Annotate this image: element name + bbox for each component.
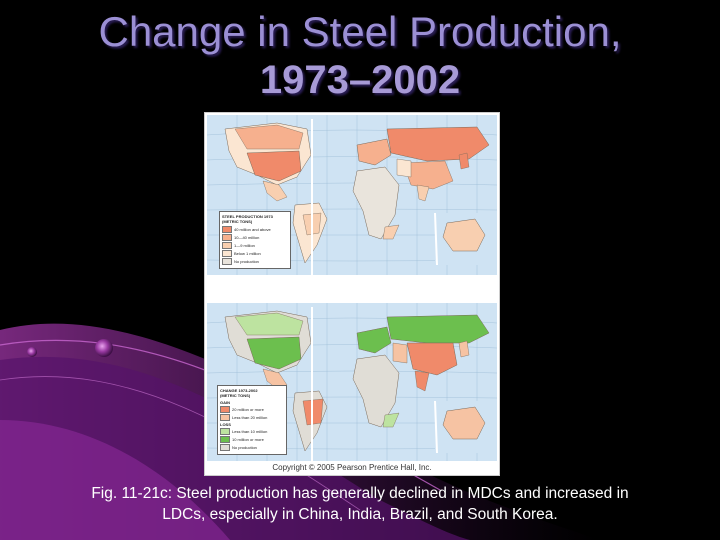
legend-swatch	[222, 250, 232, 257]
legend-1973-item: 40 million and above	[222, 226, 288, 233]
slide-title: Change in Steel Production, 1973–2002	[40, 8, 680, 104]
caption-line-1: Fig. 11-21c: Steel production has genera…	[91, 485, 629, 502]
legend-label: Less than 20 million	[232, 415, 268, 420]
legend-change-item: 20 million or more	[220, 406, 284, 413]
legend-label: Less than 10 million	[232, 429, 268, 434]
legend-label: 1—9 million	[234, 243, 255, 248]
legend-swatch	[220, 436, 230, 443]
legend-change: CHANGE 1973-2002 (METRIC TONS) GAIN 20 m…	[217, 385, 287, 455]
legend-label: Below 1 million	[234, 251, 261, 256]
legend-1973-item: Below 1 million	[222, 250, 288, 257]
legend-change-item: Less than 10 million	[220, 428, 284, 435]
decorative-orb	[95, 339, 113, 357]
legend-label: 20 million or more	[232, 407, 264, 412]
legend-change-title: CHANGE 1973-2002	[220, 388, 258, 393]
title-line-1: Change in Steel Production,	[98, 8, 622, 55]
legend-swatch	[220, 444, 230, 451]
legend-label: No production	[234, 259, 259, 264]
legend-swatch	[222, 226, 232, 233]
legend-gain-heading: GAIN	[220, 400, 230, 405]
caption-line-2: LDCs, especially in China, India, Brazil…	[162, 506, 558, 523]
figure-caption: Fig. 11-21c: Steel production has genera…	[40, 483, 680, 525]
legend-1973-item: 10—40 million	[222, 234, 288, 241]
legend-change-item: 10 million or more	[220, 436, 284, 443]
map-figure: STEEL PRODUCTION 1973 (METRIC TONS) 40 m…	[204, 112, 500, 476]
legend-swatch	[220, 406, 230, 413]
decorative-orb-small	[27, 347, 37, 357]
legend-label: 10—40 million	[234, 235, 260, 240]
title-line-2: 1973–2002	[259, 58, 461, 102]
legend-label: 10 million or more	[232, 437, 264, 442]
legend-label: No production	[232, 445, 257, 450]
legend-swatch	[220, 414, 230, 421]
legend-label: 40 million and above	[234, 227, 271, 232]
legend-change-item: Less than 20 million	[220, 414, 284, 421]
legend-swatch	[222, 234, 232, 241]
legend-change-subtitle: (METRIC TONS)	[220, 393, 251, 398]
legend-swatch	[220, 428, 230, 435]
legend-swatch	[222, 258, 232, 265]
legend-1973-subtitle: (METRIC TONS)	[222, 219, 253, 224]
legend-loss-heading: LOSS	[220, 422, 231, 427]
legend-swatch	[222, 242, 232, 249]
legend-1973-item: 1—9 million	[222, 242, 288, 249]
legend-1973-item: No production	[222, 258, 288, 265]
legend-1973: STEEL PRODUCTION 1973 (METRIC TONS) 40 m…	[219, 211, 291, 269]
copyright-notice: Copyright © 2005 Pearson Prentice Hall, …	[272, 463, 432, 472]
legend-1973-title: STEEL PRODUCTION 1973	[222, 214, 273, 219]
legend-change-item: No production	[220, 444, 284, 451]
